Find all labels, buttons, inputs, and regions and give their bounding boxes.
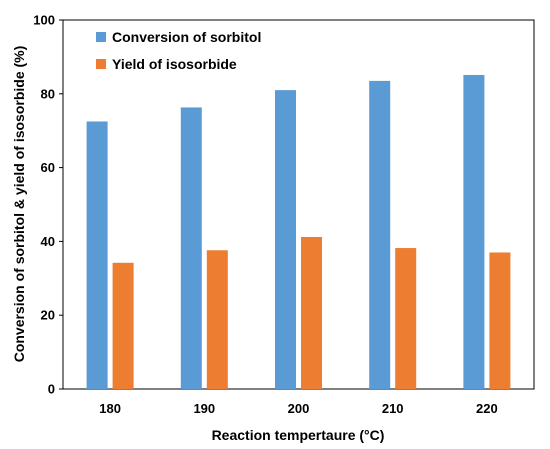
bar-conversion-180	[86, 121, 108, 389]
y-tick-label: 0	[48, 382, 55, 397]
bar-conversion-210	[369, 80, 391, 389]
y-tick-label: 60	[41, 160, 55, 175]
legend: Conversion of sorbitol Yield of isosorbi…	[96, 29, 261, 72]
x-tick-label: 210	[382, 401, 404, 416]
bar-conversion-200	[275, 90, 296, 390]
y-tick-label: 40	[41, 234, 55, 249]
legend-swatch-conversion	[96, 32, 106, 42]
bar-yield-220	[489, 252, 511, 389]
bar-yield-190	[206, 250, 228, 389]
bar-conversion-190	[180, 107, 202, 389]
x-tick-label: 200	[288, 401, 310, 416]
bars	[86, 74, 511, 390]
y-tick-label: 80	[41, 86, 55, 101]
legend-label-yield: Yield of isosorbide	[112, 56, 237, 72]
x-axis-ticks: 180 190 200 210 220	[99, 401, 498, 416]
bar-conversion-220	[463, 74, 485, 389]
plot-area	[62, 19, 535, 390]
x-axis-title: Reaction tempertaure (°C)	[212, 427, 385, 443]
y-tick-label: 100	[33, 13, 55, 28]
y-axis-ticks: 0 20 40 60 80 100	[33, 13, 63, 397]
x-tick-label: 220	[476, 401, 498, 416]
x-tick-label: 190	[193, 401, 215, 416]
y-tick-label: 20	[41, 308, 55, 323]
legend-label-conversion: Conversion of sorbitol	[112, 29, 261, 45]
legend-swatch-yield	[96, 59, 106, 69]
y-axis-title: Conversion of sorbitol & yield of isosor…	[11, 46, 27, 363]
bar-yield-200	[301, 236, 322, 389]
bar-yield-210	[395, 248, 417, 389]
x-tick-label: 180	[99, 401, 121, 416]
bar-yield-180	[112, 262, 134, 389]
